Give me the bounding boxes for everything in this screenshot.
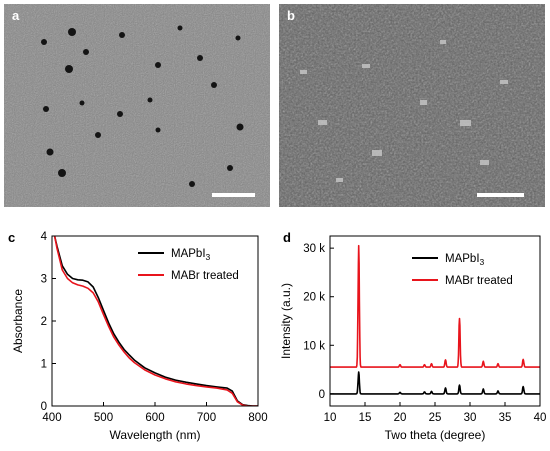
x-tick-label: 30 bbox=[464, 412, 477, 424]
series-line-0 bbox=[53, 236, 258, 406]
panel-label-d: d bbox=[283, 230, 291, 245]
bright-grains-b bbox=[300, 40, 508, 182]
legend-label-1: MABr treated bbox=[445, 275, 513, 287]
series-line-0 bbox=[330, 371, 540, 395]
xrd-chart: 10 15 20 25 30 35 40 0 10 k 20 k 30 k Two theta (de… bbox=[279, 235, 547, 442]
series-line-1 bbox=[53, 236, 258, 406]
x-axis-label: Two theta (degree) bbox=[385, 428, 486, 442]
legend: MAPbI3 MABr treated bbox=[412, 253, 513, 287]
x-tick-label: 40 bbox=[534, 412, 547, 424]
sem-image-b bbox=[279, 4, 545, 207]
legend-name: MABr treated bbox=[171, 270, 239, 282]
legend-name: MABr treated bbox=[445, 275, 513, 287]
legend: MAPbI3 MABr treated bbox=[138, 248, 239, 282]
y-axis-label: Absorbance bbox=[11, 289, 25, 353]
legend-subscript: 3 bbox=[480, 257, 485, 267]
series-line-1 bbox=[330, 244, 540, 368]
legend-label-1: MABr treated bbox=[171, 270, 239, 282]
x-tick-label: 15 bbox=[359, 412, 372, 424]
x-tick-label: 35 bbox=[499, 412, 512, 424]
x-tick-label: 10 bbox=[324, 412, 337, 424]
y-tick-label: 4 bbox=[41, 231, 48, 243]
sem-image-a bbox=[4, 4, 270, 207]
x-axis-label: Wavelength (nm) bbox=[110, 428, 201, 442]
series-lines bbox=[330, 244, 540, 395]
legend-label-0: MAPbI3 bbox=[171, 248, 211, 262]
plot-frame bbox=[51, 235, 259, 407]
y-tick-label: 0 bbox=[319, 389, 325, 401]
x-tick-label: 800 bbox=[248, 412, 267, 424]
scale-bar-a bbox=[212, 193, 255, 197]
y-tick-label: 1 bbox=[41, 359, 47, 371]
legend-label-0: MAPbI3 bbox=[445, 253, 485, 267]
y-tick-label: 30 k bbox=[303, 243, 325, 255]
x-tick-label: 600 bbox=[145, 412, 164, 424]
x-tick-label: 500 bbox=[94, 412, 113, 424]
y-tick-label: 20 k bbox=[303, 292, 325, 304]
legend-name: MAPbI bbox=[171, 248, 206, 260]
scale-bar-b bbox=[477, 193, 524, 197]
panel-label-b: b bbox=[287, 8, 295, 23]
panel-label-c: c bbox=[8, 230, 15, 245]
y-tick-label: 0 bbox=[41, 401, 47, 413]
y-tick-label: 3 bbox=[41, 274, 47, 286]
y-tick-label: 2 bbox=[41, 316, 47, 328]
pinholes-a bbox=[41, 25, 244, 187]
legend-name: MAPbI bbox=[445, 253, 480, 265]
absorbance-chart: 400 500 600 700 800 0 1 2 3 4 Wavelength (nm) Absor… bbox=[11, 231, 268, 442]
panel-label-a: a bbox=[12, 8, 20, 23]
x-tick-label: 700 bbox=[197, 412, 216, 424]
x-tick-label: 400 bbox=[42, 412, 61, 424]
x-tick-label: 25 bbox=[429, 412, 442, 424]
y-tick-label: 10 k bbox=[303, 340, 325, 352]
series-lines bbox=[53, 236, 258, 406]
y-axis-label: Intensity (a.u.) bbox=[279, 283, 293, 359]
plot-frame bbox=[329, 235, 541, 407]
x-tick-label: 20 bbox=[394, 412, 407, 424]
legend-subscript: 3 bbox=[206, 252, 211, 262]
